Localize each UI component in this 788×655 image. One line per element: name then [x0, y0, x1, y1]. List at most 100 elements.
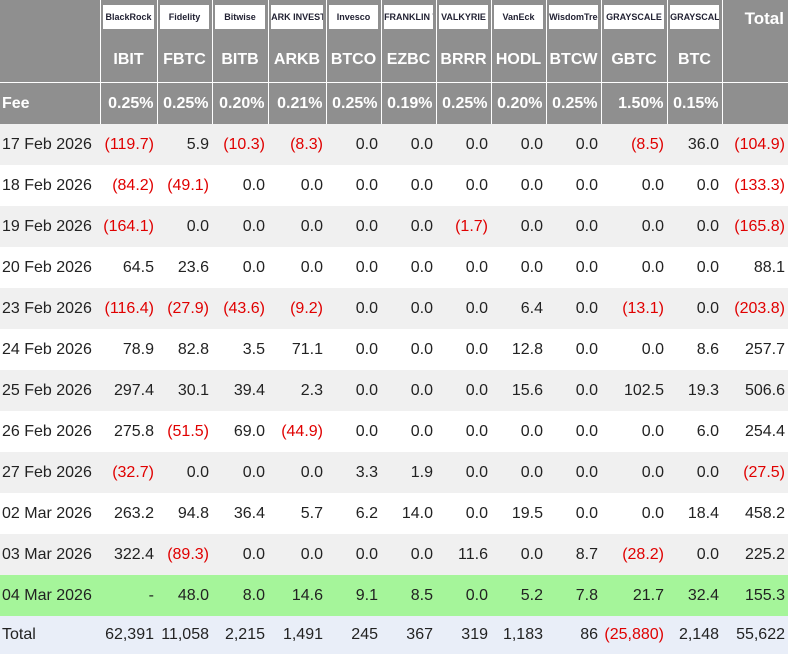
flow-row: 02 Mar 2026 263.2 94.8 36.4 5.7 6.2 14.0 0.0 19.… [0, 493, 788, 534]
date: 19 Feb 2026 [0, 206, 100, 247]
ticker: BRRR [435, 38, 491, 83]
flow-cell: 0.0 [381, 288, 436, 329]
flow-cell: 275.8 [113, 422, 154, 440]
flow-cell: 0.0 [381, 206, 436, 247]
logo-cell: FRANKLIN TEMPLETON [380, 0, 436, 38]
flow-cell: 0.0 [268, 206, 326, 247]
date: 27 Feb 2026 [0, 452, 100, 493]
flow-cell: 39.4 [212, 370, 268, 411]
flow-row: 24 Feb 2026 78.9 82.8 3.5 71.1 0.0 0.0 0.0 12.8 0… [0, 329, 788, 370]
date: 02 Mar 2026 [2, 504, 92, 522]
flow-cell: 0.0 [667, 452, 722, 493]
flow-cell: 155.3 [722, 575, 788, 616]
flow-cell: 0.0 [520, 258, 543, 276]
fee: 0.20% [490, 82, 546, 124]
total-cell: (25,880) [601, 616, 667, 654]
corner [0, 0, 100, 38]
corner [0, 38, 100, 83]
date: 26 Feb 2026 [2, 422, 92, 440]
flow-cell: 0.0 [436, 452, 491, 493]
flow-cell: 0.0 [157, 206, 212, 247]
fee: 0.25% [325, 82, 381, 124]
flow-cell: 69.0 [233, 422, 265, 440]
ticker: ARKB [267, 38, 326, 83]
flow-cell: 64.5 [122, 258, 154, 276]
flow-cell: 0.0 [696, 258, 719, 276]
flow-cell: 0.0 [575, 176, 598, 194]
date: 18 Feb 2026 [2, 176, 92, 194]
total-row: Total 62,391 11,058 2,215 1,491 245 367 319 1,18… [0, 616, 788, 654]
flow-cell: 0.0 [601, 452, 667, 493]
logo-cell: BlackRock [99, 0, 157, 38]
flow-cell: 0.0 [491, 534, 546, 575]
flow-cell: (164.1) [100, 206, 157, 247]
total-cell: 367 [381, 616, 436, 654]
total-cell: 2,148 [667, 616, 722, 654]
flow-cell: 297.4 [100, 370, 157, 411]
flow-cell: 0.0 [465, 422, 488, 440]
total-cell: 55,622 [722, 616, 788, 654]
flow-cell: 0.0 [326, 370, 381, 411]
total-cell: 1,491 [268, 616, 326, 654]
flow-cell: 0.0 [491, 124, 546, 165]
flow-row: 03 Mar 2026 322.4 (89.3) 0.0 0.0 0.0 0.0 11.6 0.… [0, 534, 788, 575]
flow-cell: 0.0 [520, 422, 543, 440]
ticker-row: IBIT FBTC BITB ARKB BTCO EZBC BRRR HODL BTCW GBTC… [0, 38, 788, 83]
flow-cell: (27.9) [157, 288, 212, 329]
logo-cell: Bitwise [211, 0, 268, 38]
ticker: BTCO [325, 38, 381, 83]
flow-cell: 225.2 [722, 534, 788, 575]
flow-cell: (84.2) [112, 176, 154, 194]
flow-cell: (104.9) [722, 124, 788, 165]
flow-cell: (133.3) [734, 176, 785, 194]
flow-cell: 0.0 [546, 288, 601, 329]
flow-cell: 14.6 [268, 575, 326, 616]
flow-cell: (165.8) [722, 206, 788, 247]
date: 23 Feb 2026 [0, 288, 100, 329]
flow-cell: 6.2 [355, 504, 378, 522]
ticker: BTC [666, 38, 722, 83]
flow-cell: 0.0 [326, 534, 381, 575]
flow-cell: 0.0 [268, 452, 326, 493]
flow-cell: (1.7) [436, 206, 491, 247]
flow-cell: 0.0 [355, 422, 378, 440]
total-cell: 319 [436, 616, 491, 654]
flow-cell: 0.0 [641, 258, 664, 276]
flow-row: 20 Feb 2026 64.5 23.6 0.0 0.0 0.0 0.0 0.0 0.0 0.0… [0, 247, 788, 288]
total-label: Total [0, 616, 100, 654]
flow-cell: 94.8 [177, 504, 209, 522]
flow-cell: 0.0 [575, 340, 598, 358]
flow-cell: (49.1) [167, 176, 209, 194]
flow-cell: 0.0 [465, 340, 488, 358]
flow-cell: 0.0 [326, 124, 381, 165]
flow-cell: 8.0 [212, 575, 268, 616]
flow-cell: 9.1 [326, 575, 381, 616]
flow-row: 18 Feb 2026 (84.2) (49.1) 0.0 0.0 0.0 0.0 0.0 0.… [0, 165, 788, 206]
flow-cell: 0.0 [212, 206, 268, 247]
flow-cell: 0.0 [546, 370, 601, 411]
flow-cell: 8.5 [381, 575, 436, 616]
fee: 1.50% [600, 82, 667, 124]
flow-cell: 71.1 [291, 340, 323, 358]
flow-cell: 254.4 [744, 422, 785, 440]
issuer-logo: FRANKLIN TEMPLETON [384, 4, 433, 29]
flow-cell: 0.0 [242, 176, 265, 194]
flow-cell: 102.5 [601, 370, 667, 411]
flow-cell: 6.0 [696, 422, 719, 440]
ticker: HODL [490, 38, 546, 83]
flow-cell: 0.0 [575, 258, 598, 276]
flow-cell: (8.5) [601, 124, 667, 165]
logo-row: BlackRock Fidelity Bitwise ARK INVEST Invesc… [0, 0, 788, 38]
flow-cell: (10.3) [212, 124, 268, 165]
fee: 0.21% [267, 82, 326, 124]
fee: 0.25% [545, 82, 601, 124]
logo-cell: VALKYRIE [435, 0, 491, 38]
flow-cell: 0.0 [410, 258, 433, 276]
ticker: BITB [211, 38, 268, 83]
flow-cell: (32.7) [100, 452, 157, 493]
total-cell: 1,183 [491, 616, 546, 654]
flow-cell: 11.6 [436, 534, 491, 575]
flow-row: 26 Feb 2026 275.8 (51.5) 69.0 (44.9) 0.0 0.0 0.… [0, 411, 788, 452]
flow-cell: 8.6 [696, 340, 719, 358]
issuer-logo: VanEck [494, 4, 543, 29]
